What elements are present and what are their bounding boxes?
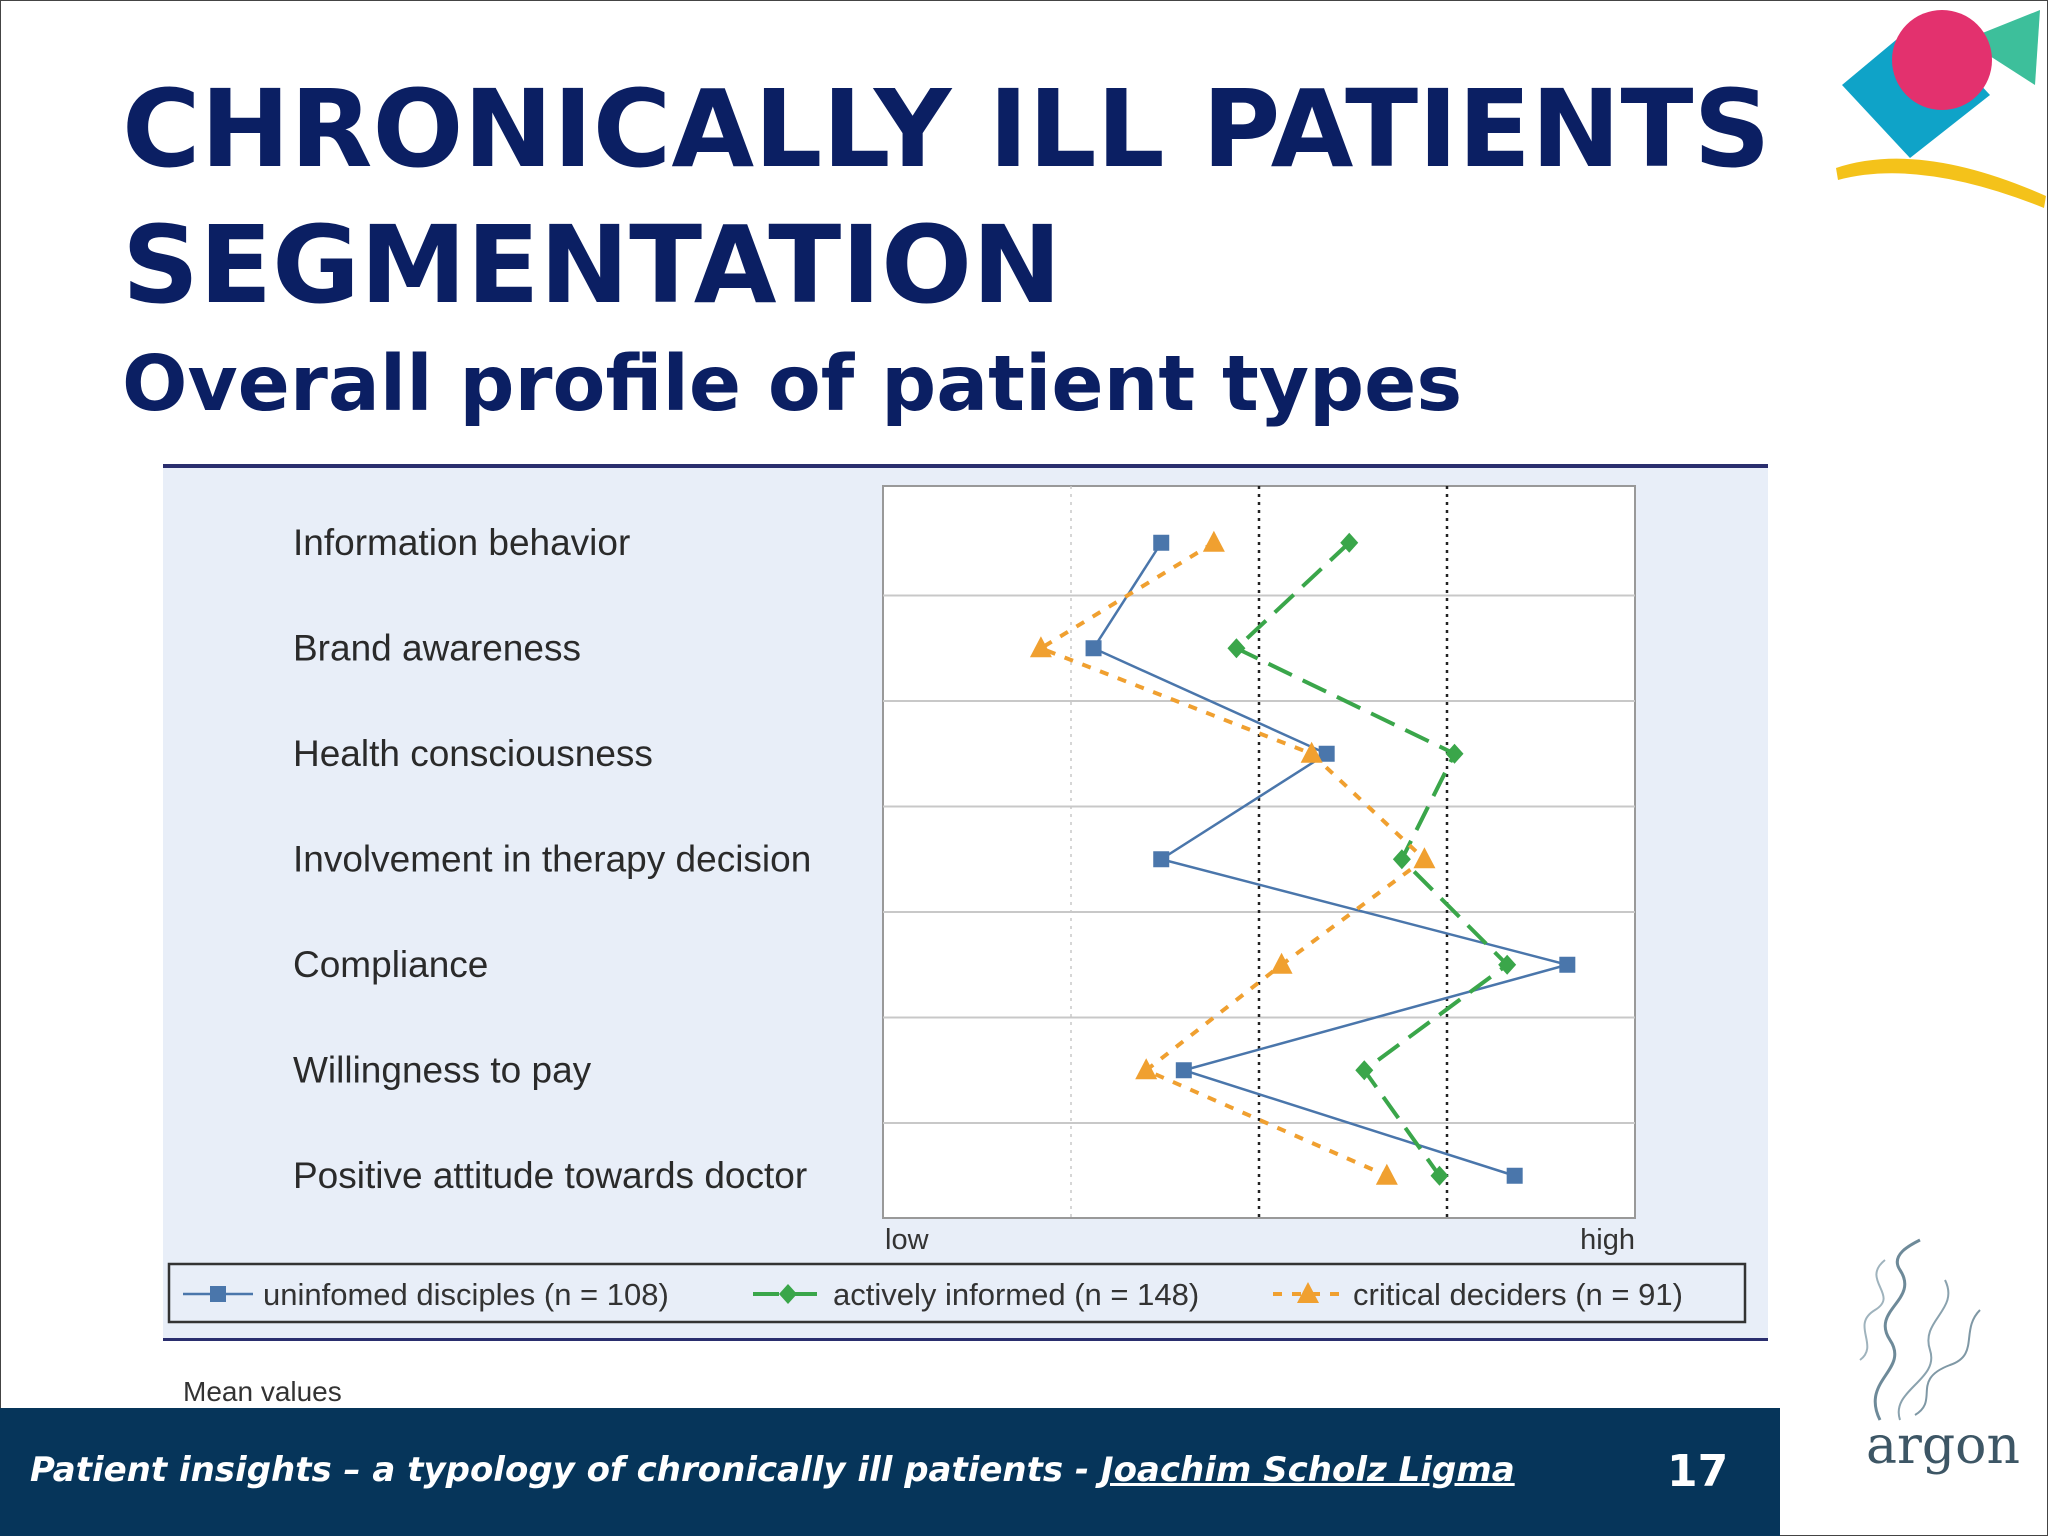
category-label: Willingness to pay: [293, 1049, 592, 1090]
smoke-swirl-3: [1859, 1259, 1886, 1361]
data-point-series-1: [1559, 956, 1576, 973]
data-point-series-3: [1202, 530, 1225, 552]
data-point-series-3: [1300, 741, 1323, 763]
data-point-series-2: [1340, 532, 1359, 553]
x-axis-high-label: high: [1580, 1224, 1635, 1256]
argon-smoke-logo: [1859, 1238, 1981, 1421]
title-line-2: SEGMENTATION: [122, 204, 1062, 328]
smoke-swirl-4: [1914, 1309, 1981, 1416]
legend-box: [167, 1262, 1747, 1324]
smoke-swirl-1: [1873, 1238, 1921, 1421]
footer-caption: Patient insights – a typology of chronic…: [30, 1450, 1515, 1490]
legend-label: actively informed (n = 148): [833, 1277, 1199, 1312]
profile-chart: Information behavior Brand awareness Healt…: [167, 485, 1747, 1324]
legend-marker: [1297, 1282, 1319, 1303]
legend-label: critical deciders (n = 91): [1353, 1277, 1683, 1312]
logo-yellow-swoosh: [1836, 158, 2046, 208]
smoke-swirl-2: [1897, 1279, 1950, 1421]
x-axis-low-label: low: [885, 1224, 930, 1256]
logo-pink-circle: [1892, 10, 1992, 110]
title-line-1: CHRONICALLY ILL PATIENTS: [122, 68, 1771, 192]
footer-caption-text: Patient insights – a typology of chronic…: [30, 1450, 1101, 1490]
data-point-series-3: [1029, 636, 1052, 658]
slide-title: CHRONICALLY ILL PATIENTS SEGMENTATION: [122, 62, 1771, 334]
argon-wordmark: argon: [1866, 1416, 2020, 1476]
legend-label: uninfomed disciples (n = 108): [263, 1277, 669, 1312]
data-point-series-3: [1375, 1163, 1398, 1185]
data-point-series-1: [1506, 1167, 1523, 1184]
data-point-series-2: [1498, 954, 1517, 975]
data-point-series-3: [1270, 952, 1293, 974]
logo-teal-triangle: [1965, 10, 2040, 85]
data-point-series-3: [1135, 1058, 1158, 1080]
category-label: Brand awareness: [293, 627, 581, 668]
data-point-series-1: [1153, 851, 1170, 868]
data-point-series-1: [1175, 1062, 1192, 1079]
legend-marker: [210, 1286, 226, 1302]
data-point-series-1: [1318, 745, 1335, 762]
data-point-series-2: [1430, 1165, 1449, 1186]
footnote-mean-values: Mean values: [183, 1376, 342, 1407]
data-point-series-2: [1227, 638, 1246, 659]
chart-panel: Information behavior Brand awareness Healt…: [163, 464, 1768, 1341]
category-label: Compliance: [293, 944, 488, 985]
category-label: Involvement in therapy decision: [293, 838, 811, 879]
chart-legend: uninfomed disciples (n = 108) actively in…: [167, 1262, 1747, 1324]
data-point-series-2: [1392, 849, 1411, 870]
category-label: Positive attitude towards doctor: [293, 1155, 807, 1196]
footer-author-link[interactable]: Joachim Scholz Ligma: [1100, 1450, 1515, 1490]
data-point-series-2: [1355, 1060, 1374, 1081]
data-point-series-1: [1153, 534, 1170, 551]
argon-geometric-logo: [1836, 10, 2046, 208]
category-label: Information behavior: [293, 522, 630, 563]
page-number: 17: [1667, 1446, 1729, 1497]
legend-marker: [779, 1284, 797, 1304]
data-point-series-1: [1085, 640, 1102, 657]
data-point-series-2: [1445, 743, 1464, 764]
footer-bar: Patient insights – a typology of chronic…: [0, 1408, 1780, 1536]
data-point-series-3: [1413, 847, 1436, 869]
slide-subtitle: Overall profile of patient types: [122, 340, 1463, 429]
category-label: Health consciousness: [293, 733, 653, 774]
